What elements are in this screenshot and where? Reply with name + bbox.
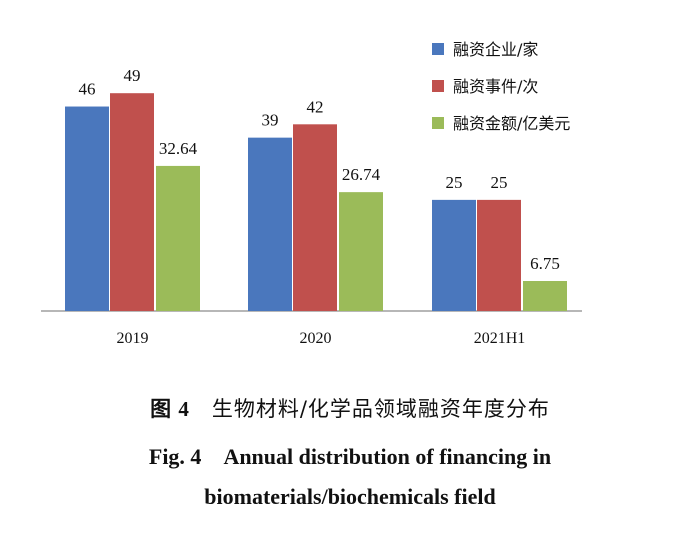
bar-2-2020 — [293, 124, 337, 311]
legend-swatch — [432, 80, 444, 92]
legend-label: 融资金额/亿美元 — [453, 114, 570, 133]
data-label: 49 — [124, 66, 141, 85]
data-label: 32.64 — [159, 139, 198, 158]
figure-title-en-line2: biomaterials/biochemicals field — [204, 484, 496, 509]
data-label: 25 — [491, 173, 508, 192]
x-tick-label: 2021H1 — [474, 330, 526, 347]
data-label: 6.75 — [530, 254, 560, 273]
bar-2-2019 — [110, 93, 154, 311]
bar-chart: 46 39 25 49 42 25 32.64 26.74 6.75 2019 2020 2021H1… — [41, 40, 582, 347]
x-tick-label: 2020 — [300, 330, 332, 347]
legend-swatch — [432, 117, 444, 129]
data-label: 26.74 — [342, 165, 381, 184]
figure-number-en: Fig. 4 — [148, 444, 202, 469]
figure-caption-english-line2: biomaterials/biochemicals field — [0, 484, 700, 510]
bar-1-2020 — [248, 137, 292, 311]
figure-title-en-line1: Annual distribution of financing in — [223, 444, 552, 469]
bar-3-2020 — [339, 192, 383, 311]
figure-number-cn: 图 4 — [150, 397, 190, 421]
legend-label: 融资企业/家 — [453, 40, 538, 59]
bar-1-2019 — [65, 106, 109, 311]
figure-title-cn: 生物材料/化学品领域融资年度分布 — [211, 397, 550, 421]
legend-label: 融资事件/次 — [453, 77, 538, 96]
data-label: 39 — [262, 111, 279, 130]
figure-caption-chinese: 图 4 生物材料/化学品领域融资年度分布 — [0, 393, 700, 423]
bar-2-2021h1 — [477, 199, 521, 311]
bar-1-2021h1 — [432, 199, 476, 311]
data-label: 42 — [307, 97, 324, 116]
data-label: 46 — [79, 80, 96, 99]
bar-3-2021h1 — [523, 280, 567, 311]
x-tick-label: 2019 — [117, 330, 149, 347]
figure-caption-english-line1: Fig. 4 Annual distribution of financing i… — [0, 444, 700, 470]
legend-swatch — [432, 43, 444, 55]
bar-3-2019 — [156, 165, 200, 311]
data-label: 25 — [446, 173, 463, 192]
